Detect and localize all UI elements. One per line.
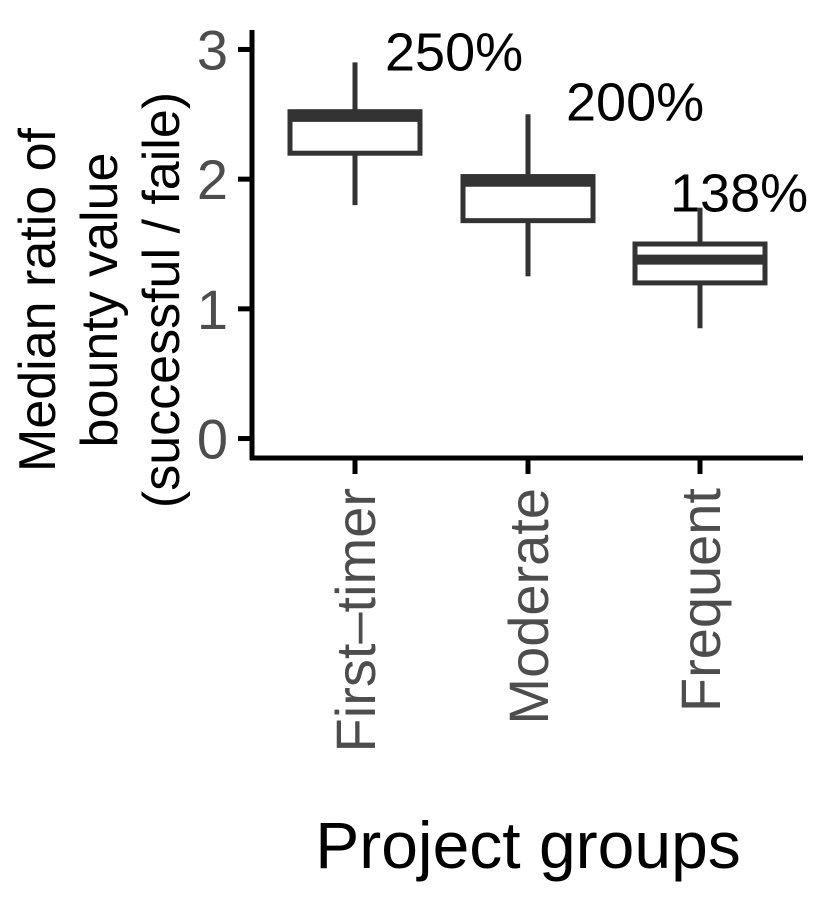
- box-1: [460, 114, 596, 277]
- boxes-layer: [287, 62, 768, 329]
- x-tick-label: Frequent: [669, 488, 732, 713]
- y-ticks-layer: 0 1 2 3: [197, 18, 252, 471]
- x-tick-label: Moderate: [497, 488, 560, 725]
- y-tick-label: 1: [197, 278, 228, 341]
- y-axis-title-line-2: bounty value: [71, 153, 129, 448]
- y-tick-label: 0: [197, 408, 228, 471]
- y-tick-label: 3: [197, 18, 228, 81]
- y-axis-title-line-3: (successful / faile): [133, 92, 191, 508]
- annotations-layer: 250% 200% 138%: [385, 22, 808, 223]
- percent-label: 250%: [385, 22, 523, 82]
- x-tick-label: First–timer: [324, 488, 387, 752]
- x-ticks-layer: First–timer Moderate Frequent: [324, 460, 732, 752]
- y-axis-title: Median ratio of bounty value (successful…: [9, 92, 191, 508]
- iqr-box: [460, 174, 596, 224]
- box-0: [287, 62, 423, 206]
- y-tick-label: 2: [197, 148, 228, 211]
- percent-label: 138%: [670, 164, 808, 224]
- x-axis-title: Project groups: [315, 808, 741, 882]
- percent-label: 200%: [566, 72, 704, 132]
- y-axis-title-line-1: Median ratio of: [9, 127, 67, 472]
- box-2: [632, 207, 768, 329]
